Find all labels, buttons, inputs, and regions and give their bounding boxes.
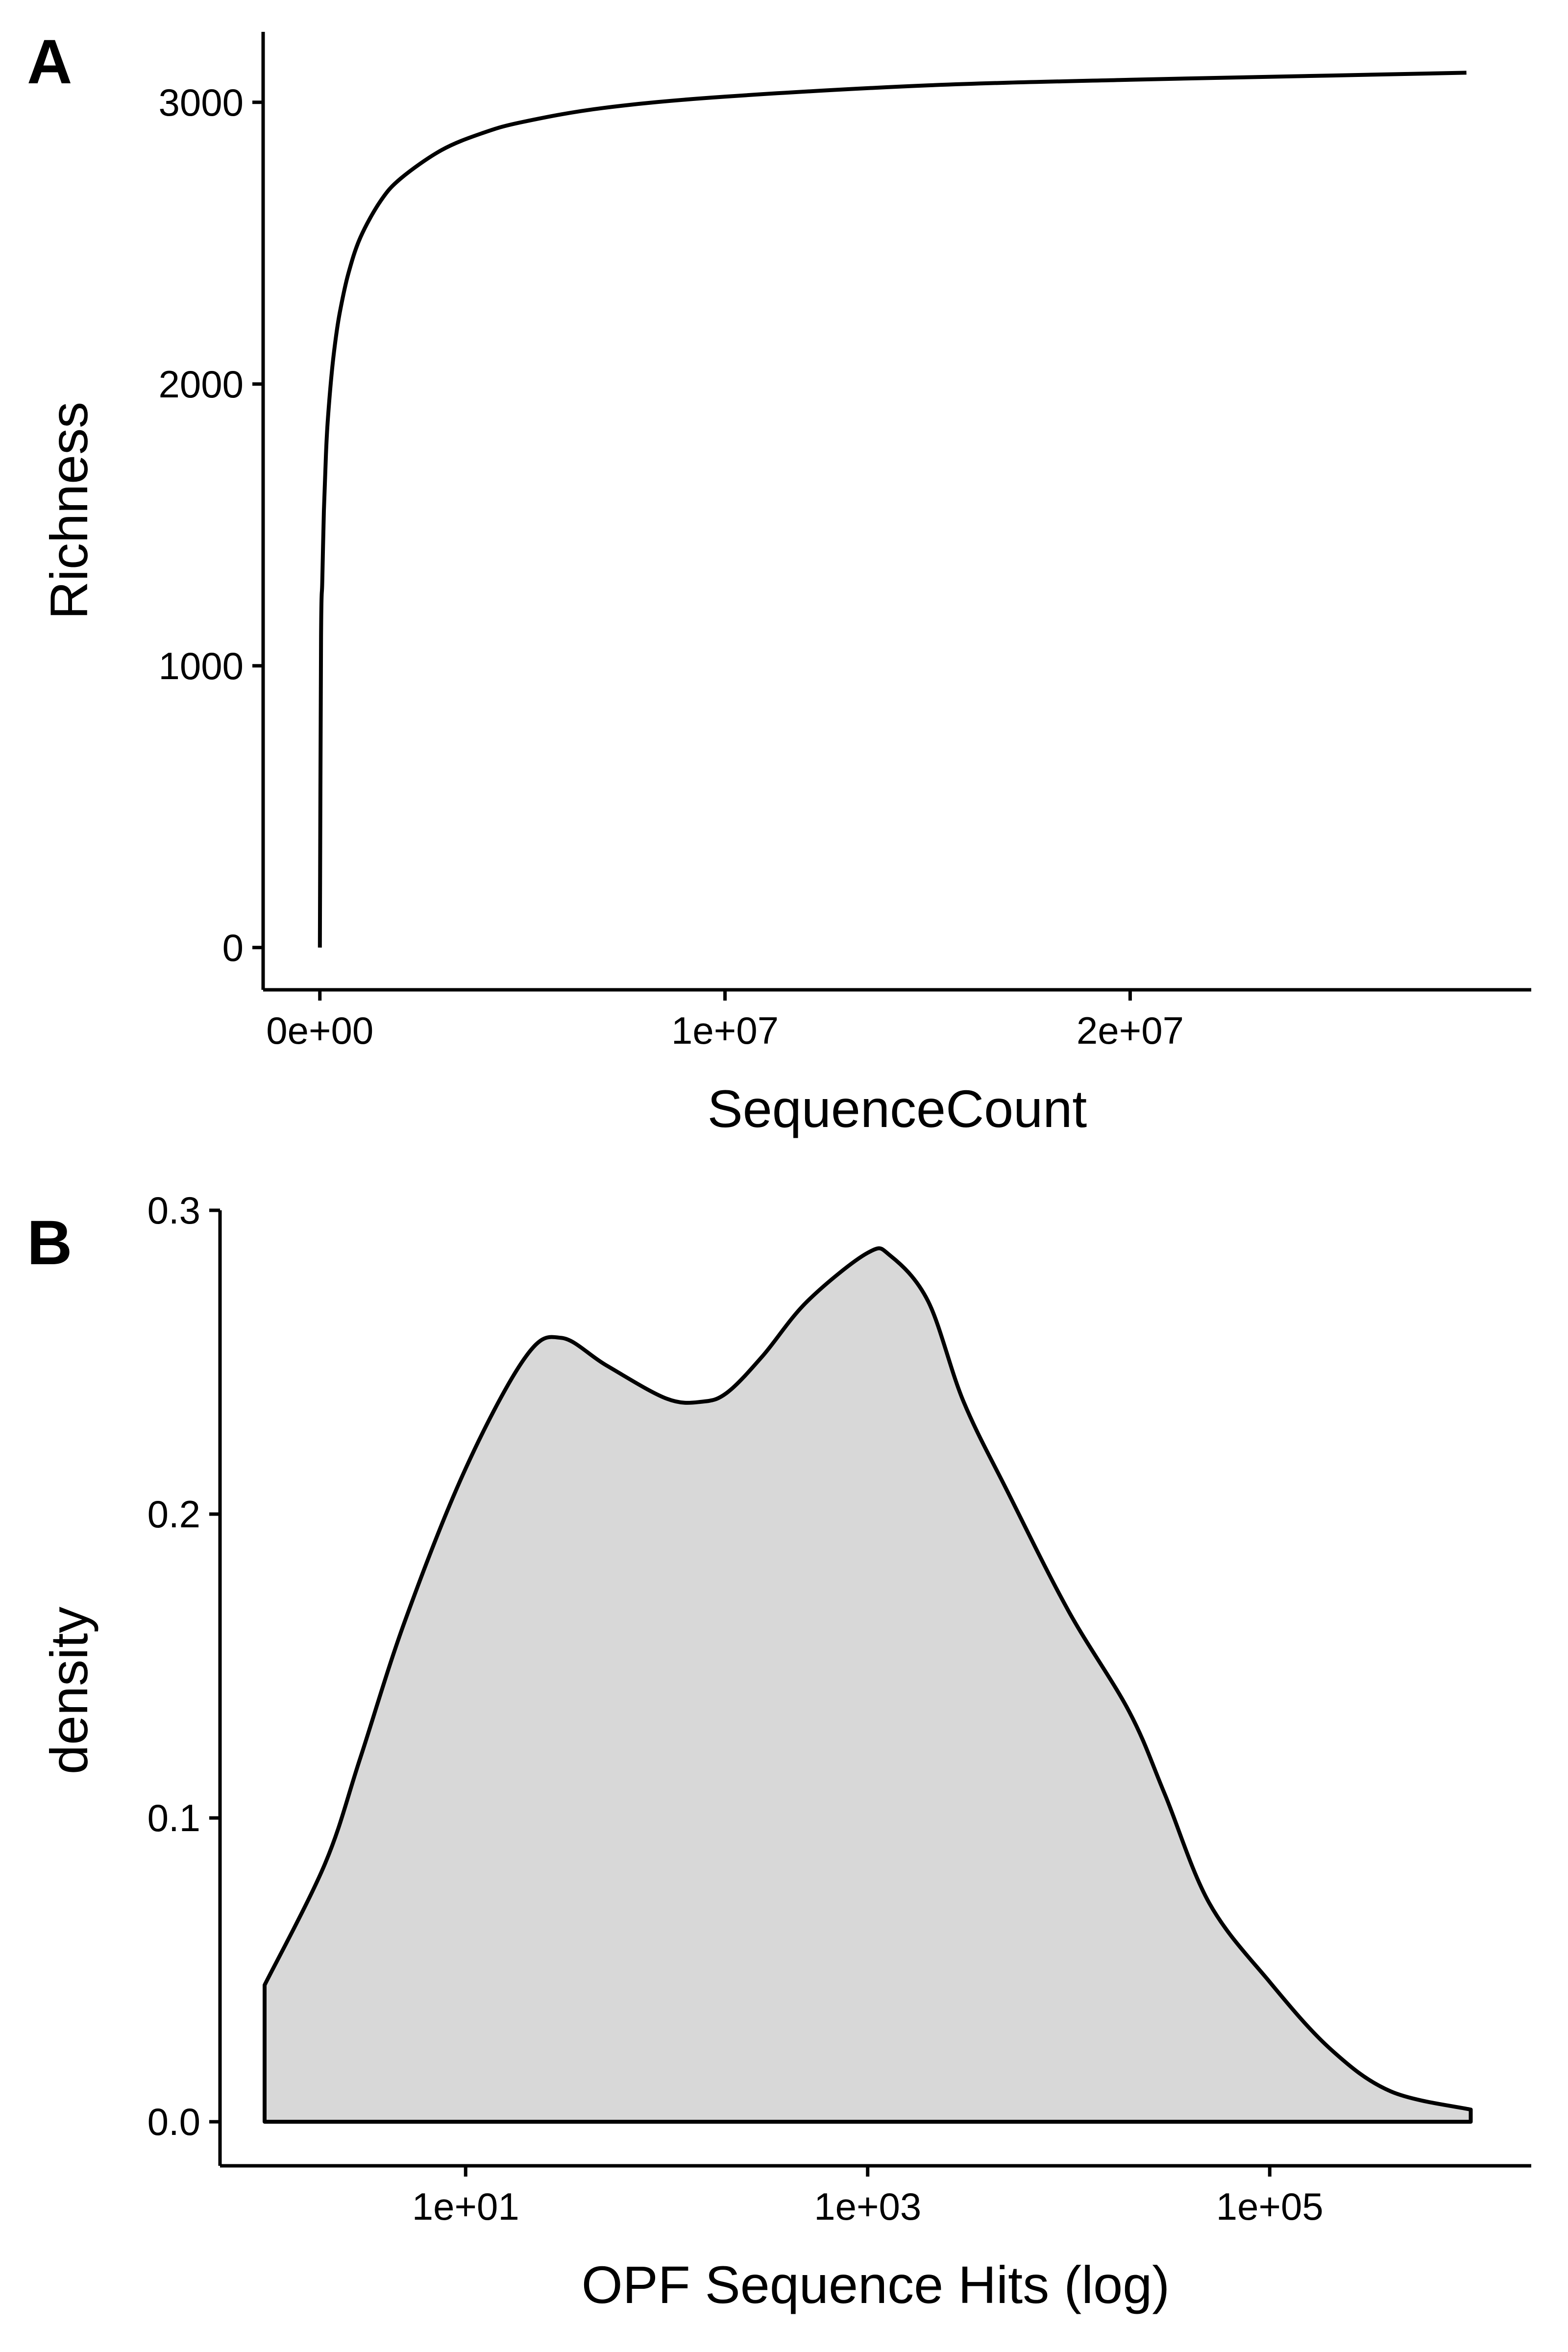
panel-b-y-tick-label: 0.3 bbox=[147, 1189, 200, 1232]
panel-b-x-axis-title: OPF Sequence Hits (log) bbox=[582, 2255, 1170, 2314]
panel-a-x-ticks: 0e+00 1e+07 2e+07 bbox=[266, 990, 1184, 1052]
panel-a-letter: A bbox=[27, 27, 72, 97]
panel-a-x-axis-title: SequenceCount bbox=[708, 1079, 1087, 1138]
panel-b-y-ticks: 0.0 0.1 0.2 0.3 bbox=[147, 1189, 220, 2143]
panel-a-y-ticks: 0 1000 2000 3000 bbox=[158, 81, 263, 969]
panel-b-x-ticks: 1e+01 1e+03 1e+05 bbox=[412, 2166, 1323, 2228]
panel-b-y-tick-label: 0.0 bbox=[147, 2100, 200, 2143]
panel-a-x-tick-label: 0e+00 bbox=[266, 1009, 373, 1052]
panel-a-x-tick-label: 1e+07 bbox=[671, 1009, 779, 1052]
panel-b-y-tick-label: 0.2 bbox=[147, 1493, 200, 1536]
panel-b-x-tick-label: 1e+05 bbox=[1216, 2185, 1323, 2228]
panel-b-y-tick-label: 0.1 bbox=[147, 1796, 200, 1839]
panel-a-y-axis-title: Richness bbox=[39, 402, 98, 619]
panel-a-x-tick-label: 2e+07 bbox=[1077, 1009, 1184, 1052]
panel-b-letter: B bbox=[27, 1208, 72, 1278]
panel-a-y-tick-label: 3000 bbox=[158, 81, 244, 124]
panel-a-y-tick-label: 2000 bbox=[158, 363, 244, 406]
panel-b-density-area bbox=[263, 1246, 1473, 2124]
panel-b-x-tick-label: 1e+03 bbox=[814, 2185, 921, 2228]
panel-a-y-tick-label: 1000 bbox=[158, 644, 244, 687]
panel-b-y-axis-title: density bbox=[39, 1607, 98, 1774]
panel-a: A 0 1000 2000 3000 0e+00 1e+07 2e+07 Sequence… bbox=[27, 27, 1531, 1138]
panel-b: B 0.0 0.1 0.2 0.3 1e+01 1e+03 1e+05 OPF Seque… bbox=[27, 1189, 1531, 2314]
panel-a-series-line bbox=[318, 71, 1467, 948]
panel-b-x-tick-label: 1e+01 bbox=[412, 2185, 519, 2228]
panel-a-y-tick-label: 0 bbox=[222, 926, 244, 969]
